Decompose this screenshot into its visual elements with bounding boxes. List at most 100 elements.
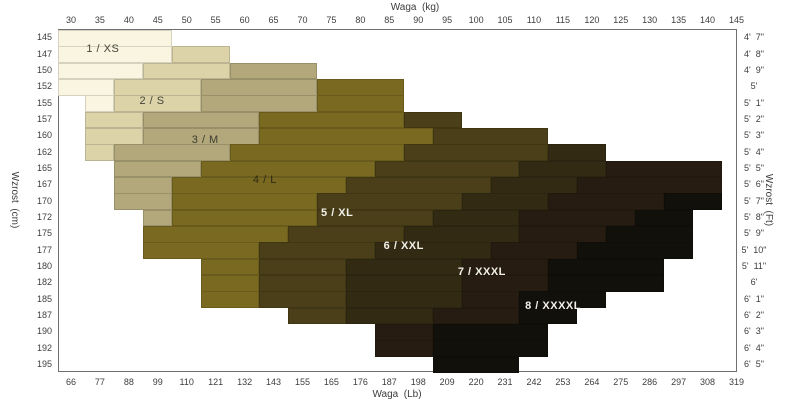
ft-tick-label: 5' 4" bbox=[744, 146, 764, 157]
cm-tick-label: 167 bbox=[36, 179, 52, 190]
cm-tick-label: 145 bbox=[36, 32, 52, 43]
size-band-xxxxl bbox=[548, 258, 665, 276]
size-band-xxl bbox=[519, 160, 607, 178]
size-band-xs bbox=[58, 62, 144, 80]
lb-tick-label: 155 bbox=[294, 377, 310, 387]
size-band-xl bbox=[345, 177, 491, 194]
size-band-l bbox=[143, 226, 288, 243]
size-band-xxxl bbox=[548, 193, 665, 211]
size-label-s: 2 / S bbox=[139, 94, 165, 107]
kg-tick-label: 130 bbox=[642, 15, 658, 25]
ft-tick-label: 5' 5" bbox=[744, 162, 764, 173]
cm-tick-label: 175 bbox=[36, 228, 52, 239]
cm-tick-label: 147 bbox=[36, 48, 52, 59]
cm-tick-label: 185 bbox=[36, 293, 52, 304]
size-band-xxxl bbox=[519, 209, 636, 227]
cm-tick-label: 155 bbox=[36, 97, 52, 108]
size-band-xxxxl bbox=[606, 226, 694, 243]
lb-tick-label: 297 bbox=[671, 377, 687, 387]
ft-tick-label: 6' 5" bbox=[744, 358, 764, 369]
size-band-s bbox=[143, 62, 231, 80]
size-label-xs: 1 / XS bbox=[86, 42, 120, 55]
size-band-l bbox=[316, 79, 404, 96]
size-band-l bbox=[316, 95, 404, 113]
size-band-xxl bbox=[548, 144, 607, 162]
kg-tick-label: 45 bbox=[152, 15, 163, 25]
axis-title-weight-kg: Waga (kg) bbox=[390, 2, 440, 13]
lb-tick-label: 242 bbox=[526, 377, 542, 387]
lb-tick-label: 77 bbox=[94, 377, 105, 387]
cm-tick-label: 182 bbox=[36, 277, 52, 288]
kg-tick-label: 115 bbox=[555, 15, 571, 25]
size-band-xl bbox=[403, 144, 549, 162]
size-label-m: 3 / M bbox=[191, 134, 219, 147]
ft-tick-label: 5' 1" bbox=[744, 97, 764, 108]
size-band-xs bbox=[85, 95, 115, 113]
ft-tick-label: 5' 8" bbox=[744, 211, 764, 222]
size-band-m bbox=[114, 177, 173, 194]
ft-tick-label: 6' bbox=[750, 277, 758, 288]
kg-tick-label: 65 bbox=[268, 15, 279, 25]
kg-tick-label: 70 bbox=[297, 15, 308, 25]
kg-tick-label: 85 bbox=[384, 15, 395, 25]
cm-tick-label: 187 bbox=[36, 309, 52, 320]
size-band-l bbox=[259, 128, 433, 145]
kg-tick-label: 30 bbox=[65, 15, 77, 25]
lb-tick-label: 143 bbox=[266, 377, 282, 387]
ft-tick-label: 5' 10" bbox=[741, 244, 767, 255]
kg-tick-label: 95 bbox=[442, 15, 453, 25]
kg-tick-label: 125 bbox=[613, 15, 629, 25]
size-band-m bbox=[143, 111, 260, 129]
size-band-xxxxl bbox=[432, 340, 549, 358]
size-band-l bbox=[172, 193, 317, 211]
size-band-xxxxl bbox=[635, 209, 694, 227]
lb-tick-label: 176 bbox=[352, 377, 368, 387]
size-band-xxxl bbox=[577, 177, 723, 194]
ft-tick-label: 5' 6" bbox=[744, 179, 764, 190]
size-band-xl bbox=[316, 209, 433, 227]
lb-tick-label: 132 bbox=[237, 377, 253, 387]
ft-tick-label: 5' 11" bbox=[741, 260, 767, 271]
size-label-xxl: 6 / XXL bbox=[383, 240, 424, 253]
lb-tick-label: 165 bbox=[323, 377, 339, 387]
cm-tick-label: 160 bbox=[36, 130, 52, 141]
kg-tick-label: 50 bbox=[181, 15, 192, 25]
size-label-xxxl: 7 / XXXL bbox=[457, 266, 506, 279]
lb-tick-label: 99 bbox=[152, 377, 163, 387]
size-band-xxxl bbox=[606, 160, 723, 178]
kg-tick-label: 55 bbox=[210, 15, 221, 25]
plot-area bbox=[58, 29, 737, 374]
size-band-xxxl bbox=[374, 340, 433, 358]
cm-tick-label: 165 bbox=[36, 162, 52, 173]
size-band-xxxl bbox=[374, 324, 433, 341]
cm-tick-label: 157 bbox=[36, 113, 52, 124]
size-band-xxxxl bbox=[548, 275, 665, 292]
ft-tick-label: 4' 7" bbox=[744, 32, 764, 43]
size-band-l bbox=[143, 242, 260, 260]
ft-tick-label: 5' 9" bbox=[744, 228, 764, 239]
size-band-xl bbox=[259, 242, 375, 260]
size-band-xxl bbox=[345, 307, 433, 325]
size-band-xl bbox=[403, 111, 462, 129]
size-band-s bbox=[114, 79, 202, 96]
lb-tick-label: 319 bbox=[728, 377, 745, 387]
ft-tick-label: 6' 1" bbox=[744, 293, 764, 304]
ft-tick-label: 4' 9" bbox=[744, 64, 764, 75]
size-band-xl bbox=[432, 128, 549, 145]
ft-tick-label: 6' 4" bbox=[744, 342, 764, 353]
size-label-l: 4 / L bbox=[252, 174, 277, 187]
kg-tick-label: 40 bbox=[123, 15, 134, 25]
cm-tick-label: 195 bbox=[36, 358, 52, 369]
cm-tick-label: 150 bbox=[36, 64, 52, 75]
size-band-xl bbox=[259, 258, 346, 276]
kg-tick-label: 135 bbox=[671, 15, 687, 25]
lb-tick-label: 66 bbox=[65, 377, 77, 387]
kg-tick-label: 120 bbox=[584, 15, 600, 25]
kg-tick-label: 60 bbox=[239, 15, 250, 25]
kg-tick-label: 35 bbox=[94, 15, 105, 25]
ft-tick-label: 5' 3" bbox=[744, 130, 764, 141]
size-band-xxxxl bbox=[577, 242, 694, 260]
size-band-xl bbox=[259, 275, 346, 292]
size-band-xl bbox=[288, 307, 346, 325]
kg-tick-label: 90 bbox=[413, 15, 424, 25]
